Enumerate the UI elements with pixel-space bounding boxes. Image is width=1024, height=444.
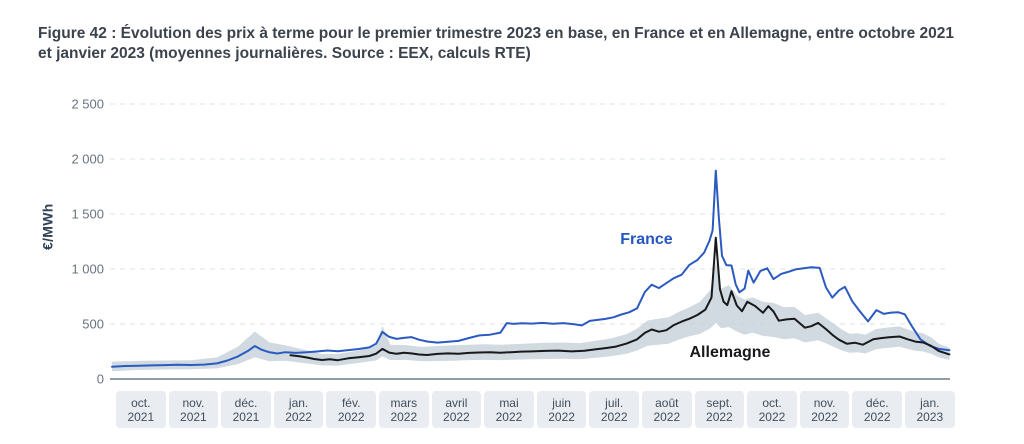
x-tick-month: mai — [499, 395, 519, 410]
x-tick-box: août 2022 — [642, 391, 692, 428]
y-tick-label: 2 500 — [71, 96, 104, 112]
x-tick-box: mai 2022 — [484, 391, 534, 428]
x-tick-month: juil. — [605, 395, 624, 410]
x-tick-month: sept. — [706, 395, 733, 410]
x-tick-year: 2022 — [337, 409, 365, 424]
y-tick-label: 1 500 — [71, 206, 104, 222]
x-tick-month: oct. — [131, 395, 151, 410]
x-tick-month: nov. — [182, 395, 205, 410]
x-tick-year: 2022 — [548, 409, 575, 424]
x-tick-year: 2022 — [443, 409, 470, 424]
y-tick-label: 0 — [96, 371, 104, 387]
y-tick-label: 500 — [82, 316, 104, 332]
x-tick-year: 2022 — [390, 409, 418, 424]
france-line — [111, 169, 951, 368]
x-tick-box: juil. 2022 — [589, 391, 639, 428]
figure-title-line2: et janvier 2023 (moyennes journalières. … — [38, 45, 531, 62]
x-tick-month: avril — [445, 395, 468, 410]
figure-title: Figure 42 : Évolution des prix à terme p… — [38, 24, 954, 64]
minmax-band — [112, 261, 950, 372]
x-tick-box: déc. 2021 — [221, 391, 271, 428]
series-label-allemagne: Allemagne — [689, 344, 771, 362]
x-tick-year: 2021 — [180, 409, 207, 424]
x-tick-year: 2022 — [811, 409, 838, 424]
x-tick-year: 2021 — [127, 409, 155, 424]
figure-title-line1: Figure 42 : Évolution des prix à terme p… — [38, 25, 954, 42]
x-tick-year: 2022 — [706, 409, 733, 424]
x-tick-year: 2021 — [232, 409, 260, 424]
x-tick-box: fév. 2022 — [326, 391, 376, 428]
x-tick-month: nov. — [813, 395, 836, 410]
x-tick-year: 2022 — [495, 409, 523, 424]
x-tick-box: oct. 2021 — [116, 391, 166, 428]
x-tick-month: août — [655, 395, 679, 410]
y-tick-label: 1 000 — [71, 261, 104, 277]
x-tick-box: avril 2022 — [431, 391, 482, 428]
x-tick-box: jan. 2023 — [905, 391, 955, 428]
x-tick-month: oct. — [762, 395, 782, 410]
x-tick-box: mars 2022 — [379, 391, 429, 428]
x-tick-year: 2023 — [916, 409, 944, 424]
x-tick-box: sept. 2022 — [694, 391, 745, 428]
y-tick-label: 2 000 — [71, 151, 104, 167]
x-tick-month: fév. — [341, 395, 361, 410]
x-tick-box: nov. 2022 — [799, 391, 850, 428]
series-label-france: France — [620, 231, 673, 249]
x-tick-box: déc. 2022 — [852, 391, 902, 428]
x-tick-year: 2022 — [653, 409, 681, 424]
x-tick-month: jan. — [288, 395, 309, 410]
allemagne-line — [289, 236, 951, 362]
x-tick-year: 2022 — [863, 409, 891, 424]
x-tick-year: 2022 — [758, 409, 786, 424]
x-tick-box: nov. 2021 — [168, 391, 219, 428]
x-tick-month: jan. — [920, 395, 940, 410]
x-tick-month: juin — [552, 395, 571, 410]
x-tick-month: déc. — [865, 395, 889, 410]
x-tick-box: juin 2022 — [536, 391, 587, 428]
x-tick-box: jan. 2022 — [273, 391, 324, 428]
x-tick-box: oct. 2022 — [747, 391, 797, 428]
x-tick-month: mars — [390, 395, 418, 410]
x-tick-year: 2022 — [600, 409, 628, 424]
x-tick-month: déc. — [234, 395, 258, 410]
x-tick-year: 2022 — [285, 409, 312, 424]
